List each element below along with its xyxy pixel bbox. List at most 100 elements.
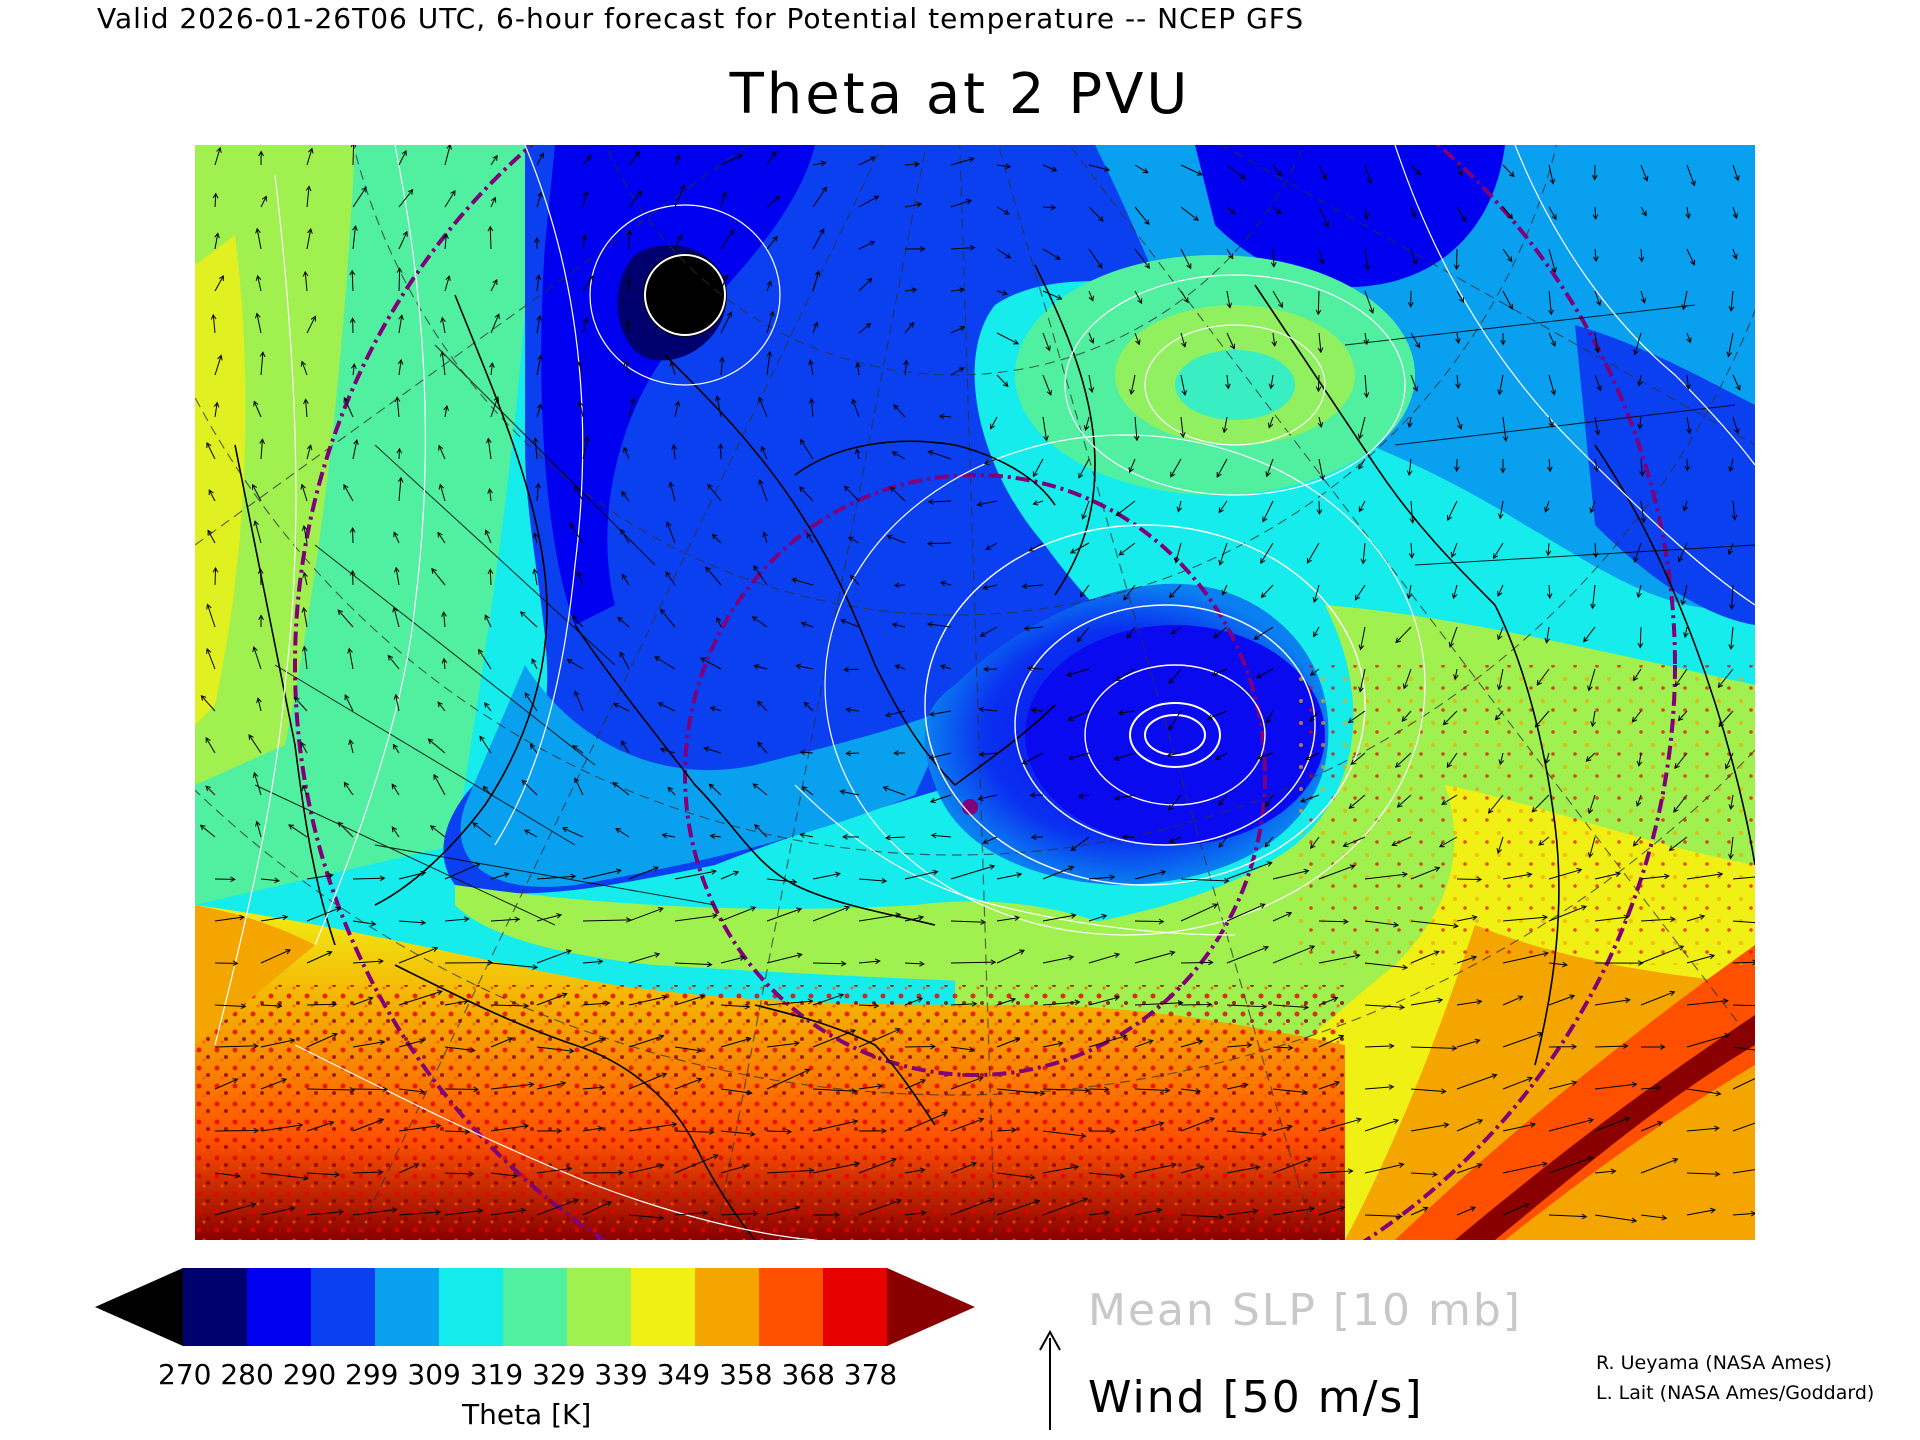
wind-arrow [1042,1130,1086,1137]
wind-arrow [301,361,308,376]
wind-arrow-head [1128,467,1134,474]
wind-arrow-head [468,1171,475,1177]
wind-arrow [950,1003,977,1006]
wind-arrow [1313,626,1320,637]
colorbar-swatch [567,1268,632,1346]
wind-arrow-head [916,201,923,208]
wind-arrow-head [1208,959,1214,966]
wind-arrow [1732,1046,1755,1051]
wind-arrow-head [1170,629,1177,635]
wind-arrow-head [671,1121,678,1128]
wind-arrow-head [1001,290,1008,296]
wind-arrow-head [799,749,806,756]
wind-arrow-head [310,315,316,322]
wind-arrow-head [1300,797,1307,803]
wind-arrow-head [990,959,997,966]
wind-arrow [858,1004,879,1007]
wind-arrow-head [1545,550,1552,557]
wind-arrow [1359,416,1366,439]
wind-arrow-head [661,994,668,1001]
wind-arrow [858,960,880,964]
wind-arrow-head [1013,339,1020,345]
wind-arrow-head [1487,808,1494,814]
wind-arrow [1502,290,1513,310]
wind-arrow-head [708,783,715,790]
wind-arrow-head [1050,204,1057,211]
wind-arrow-head [484,702,490,709]
wind-arrow-head [758,479,764,486]
wind-arrow [352,364,355,376]
theta-west-yellow [195,235,246,725]
wind-arrow [801,622,814,628]
wind-arrow [443,658,446,670]
wind-arrow [487,438,492,460]
wind-arrow-head [379,1039,386,1046]
wind-arrow-head [1156,1207,1163,1214]
wind-arrow-head [519,611,526,617]
wind-arrow-head [350,145,357,148]
wind-arrow [1718,710,1734,727]
wind-arrow [1226,290,1231,308]
wind-arrow-head [1398,1162,1405,1168]
wind-arrow-head [484,614,490,621]
wind-arrow [1088,206,1104,222]
wind-arrow-head [1242,1082,1249,1089]
wind-arrow [852,399,860,418]
wind-arrow [996,1172,1035,1179]
wind-arrow [1042,248,1061,260]
wind-arrow [536,275,540,292]
wind-arrow [1226,1044,1252,1048]
theta-south-lime [455,885,1155,985]
wind-arrow [1548,1214,1587,1218]
wind-arrow-head [1239,173,1246,180]
wind-arrow-head [1354,953,1361,959]
wind-arrow [1731,584,1734,609]
wind-arrow [1686,1209,1716,1216]
wind-arrow-head [652,866,659,872]
wind-arrow-head [895,1198,902,1205]
wind-arrow-head [843,666,849,673]
wind-arrow [352,187,367,208]
wind-arrow [1548,1119,1594,1132]
wind-arrow [1640,500,1645,523]
wind-arrow-head [1432,1171,1438,1178]
wind-arrow [1548,584,1551,598]
wind-arrow-head [709,1129,715,1135]
wind-arrow-head [419,1088,425,1095]
wind-arrow-head [854,448,861,455]
wind-arrow-head [1357,433,1364,440]
wind-arrow [766,151,777,166]
wind-arrow [1272,912,1292,922]
wind-arrow [214,1203,256,1216]
wind-arrow-head [1170,471,1176,478]
wind-arrow [754,824,768,838]
wind-arrow-head [1160,869,1167,876]
wind-arrow-head [1526,872,1533,878]
wind-arrow-head [1508,171,1515,178]
wind-arrow [950,1118,984,1132]
wind-arrow-head [348,738,354,745]
wind-arrow [1547,542,1550,556]
wind-arrow [260,949,291,964]
wind-arrow [812,994,844,1006]
wind-arrow-head [537,191,543,198]
wind-arrow [1397,794,1412,808]
wind-arrow-head [1088,295,1094,302]
wind-arrow [306,951,332,964]
wind-arrow-head [1632,840,1639,847]
wind-arrow [1683,500,1688,511]
wind-arrow [1395,752,1412,768]
wind-arrow-head [1168,804,1174,811]
wind-arrow [1318,248,1324,265]
wind-arrow-head [274,877,280,884]
wind-arrow-head [604,1000,611,1007]
wind-arrow-head [1656,1121,1663,1127]
wind-arrow [306,445,312,460]
colorbar-over-tip [887,1268,975,1346]
wind-arrow [1498,668,1504,690]
wind-arrow-head [574,777,580,784]
wind-arrow-head [799,486,805,493]
wind-arrow-head [908,321,915,328]
wind-arrow [1215,752,1228,761]
wind-arrow [306,1121,334,1132]
